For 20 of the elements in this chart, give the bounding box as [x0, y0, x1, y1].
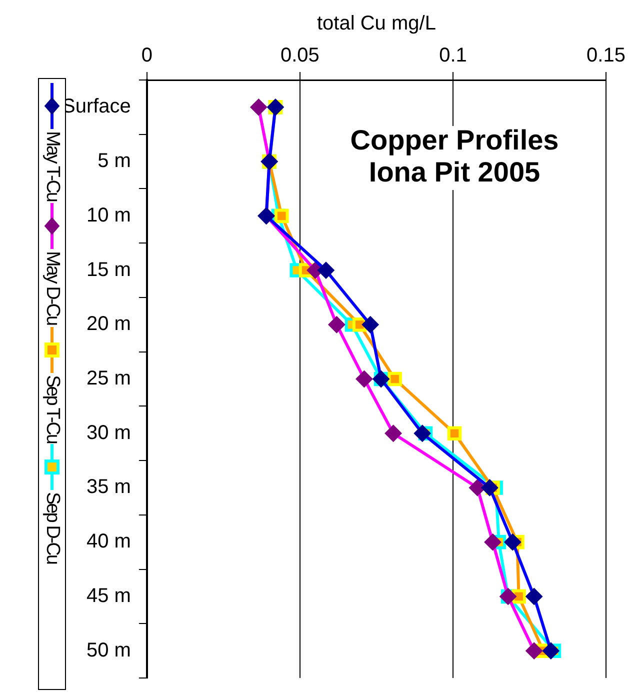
y-tick-label: 40 m [86, 530, 131, 553]
y-tick-label: 25 m [86, 368, 131, 390]
x-tick-label: 0.15 [586, 44, 626, 67]
legend-label: Sep T-Cu [41, 374, 63, 442]
y-tick-label: 30 m [86, 422, 131, 444]
legend-label: May D-Cu [41, 251, 63, 325]
legend-label: Sep D-Cu [41, 492, 63, 564]
x-tick-label: 0.05 [280, 44, 320, 67]
y-tick-label: 50 m [86, 639, 131, 662]
x-tick-label: 0 [141, 44, 152, 67]
y-tick-label: 5 m [98, 150, 131, 172]
x-tick-label: 0.1 [439, 44, 467, 67]
text: Copper Profiles Iona Pit 2005 [350, 124, 559, 188]
y-tick-label: 10 m [86, 204, 131, 226]
legend-label: May T-Cu [41, 131, 63, 202]
y-tick-label: 35 m [86, 476, 131, 498]
y-tick-label: 20 m [86, 313, 131, 336]
x-axis-title: total Cu mg/L [316, 12, 436, 35]
y-tick-label: 45 m [86, 584, 131, 607]
y-tick-label: 15 m [86, 258, 131, 281]
